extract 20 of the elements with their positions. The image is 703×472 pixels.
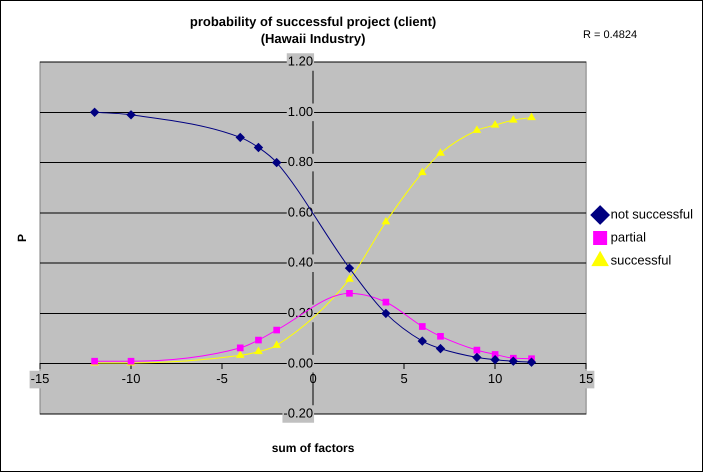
x-tick-label: 5 [400, 371, 408, 386]
chart-title: probability of successful project (client) (Hawaii Industry) [190, 14, 436, 46]
y-tick-label: 1.00 [288, 104, 314, 119]
legend-label: successful [610, 252, 672, 268]
x-axis-title: sum of factors [272, 441, 355, 455]
text: R = 0.4824 [583, 29, 638, 41]
y-tick-label: 1.20 [288, 54, 314, 69]
x-tick-label: -10 [122, 371, 140, 386]
x-tick-label: -15 [30, 371, 50, 386]
legend-label: partial [610, 230, 646, 245]
x-tick-label: 15 [578, 371, 594, 386]
y-tick-label: 0.80 [288, 154, 314, 170]
y-tick-label: 0.40 [288, 254, 314, 270]
legend-label: not successful [610, 206, 694, 222]
x-tick-label: 10 [488, 371, 502, 386]
y-tick-label: 0.00 [288, 355, 314, 370]
y-tick-label: 0.60 [288, 204, 314, 220]
x-tick-label: -5 [216, 371, 228, 386]
y-axis-title: P [15, 234, 29, 242]
y-tick-label: -0.20 [283, 406, 314, 421]
